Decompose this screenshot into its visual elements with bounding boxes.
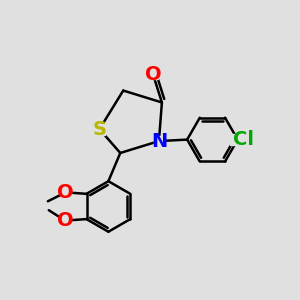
Text: O: O (145, 65, 161, 84)
Text: S: S (92, 120, 106, 139)
Text: Cl: Cl (232, 130, 254, 149)
Bar (94, 124, 105, 135)
Bar (60, 216, 70, 225)
Bar (230, 134, 245, 145)
Text: O: O (57, 211, 74, 230)
Text: O: O (57, 183, 74, 202)
Bar (148, 70, 158, 79)
Bar (61, 188, 71, 197)
Text: N: N (151, 132, 167, 151)
Bar (154, 136, 164, 146)
